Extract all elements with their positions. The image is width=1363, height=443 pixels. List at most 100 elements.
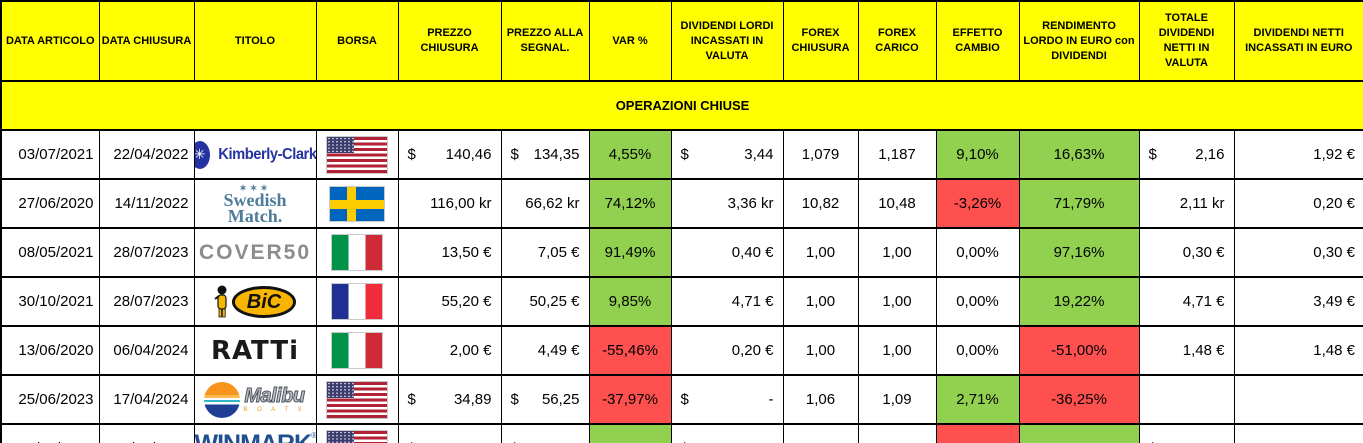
cell-dividendi-lordi[interactable]: 0,40 € [670, 227, 784, 278]
cell-forex-chiusura[interactable]: 1,06 [782, 374, 859, 425]
cell-data-chiusura[interactable]: 06/04/2024 [98, 325, 195, 376]
cell-titolo[interactable]: ✳ Kimberly-Clark [193, 129, 317, 180]
cell-rendimento[interactable]: 129,30% [1018, 423, 1140, 443]
cell-titolo[interactable]: COVER50 [193, 227, 317, 278]
cell-rendimento[interactable]: 71,79% [1018, 178, 1140, 229]
cell-data-chiusura[interactable]: 17/04/2024 [98, 374, 195, 425]
cell-prezzo-segnal[interactable]: 50,25 € [500, 276, 590, 327]
cell-forex-carico[interactable]: 10,48 [857, 178, 937, 229]
cell-forex-chiusura[interactable]: 1,079 [782, 129, 859, 180]
cell-dividendi-netti[interactable]: 3,49 € [1233, 276, 1363, 327]
cell-effetto-cambio[interactable]: 0,00% [935, 325, 1020, 376]
cell-rendimento[interactable]: -36,25% [1018, 374, 1140, 425]
cell-titolo[interactable]: Malibu B O A T S [193, 374, 317, 425]
cell-borsa[interactable] [315, 227, 399, 278]
cell-prezzo-chiusura[interactable]: 2,00 € [397, 325, 502, 376]
cell-forex-carico[interactable]: 1,00 [857, 325, 937, 376]
cell-prezzo-chiusura[interactable]: 116,00 kr [397, 178, 502, 229]
cell-dividendi-netti[interactable]: 1,48 € [1233, 325, 1363, 376]
cell-var-pct[interactable]: 74,12% [588, 178, 672, 229]
column-header-borsa[interactable]: BORSA [315, 0, 399, 82]
cell-var-pct[interactable]: 9,85% [588, 276, 672, 327]
cell-var-pct[interactable]: -55,46% [588, 325, 672, 376]
cell-rendimento[interactable]: 16,63% [1018, 129, 1140, 180]
cell-dividendi-netti[interactable]: 0,30 € [1233, 227, 1363, 278]
cell-dividendi-netti[interactable] [1233, 374, 1363, 425]
cell-forex-carico[interactable]: 1,00 [857, 227, 937, 278]
cell-prezzo-segnal[interactable]: $134,35 [500, 129, 590, 180]
cell-dividendi-lordi[interactable]: $43,51 [670, 423, 784, 443]
cell-dividendi-netti[interactable]: 29,32 € [1233, 423, 1363, 443]
cell-forex-chiusura[interactable]: 1,17 [782, 423, 859, 443]
cell-data-articolo[interactable]: 25/06/2023 [0, 374, 100, 425]
cell-prezzo-chiusura[interactable]: $374,95 [397, 423, 502, 443]
column-header-forex-chiusura[interactable]: FOREX CHIUSURA [782, 0, 859, 82]
cell-effetto-cambio[interactable]: -3,26% [935, 178, 1020, 229]
cell-borsa[interactable] [315, 325, 399, 376]
page-title[interactable]: OPERAZIONI CHIUSE [0, 80, 1363, 131]
cell-totale-dividendi[interactable]: 4,71 € [1138, 276, 1235, 327]
cell-effetto-cambio[interactable]: 9,10% [935, 129, 1020, 180]
cell-data-chiusura[interactable]: 28/06/2025 [98, 423, 195, 443]
column-header-data-chiusura[interactable]: DATA CHIUSURA [98, 0, 195, 82]
cell-prezzo-segnal[interactable]: 66,62 kr [500, 178, 590, 229]
cell-totale-dividendi[interactable]: 1,48 € [1138, 325, 1235, 376]
column-header-prezzo-segnal[interactable]: PREZZO ALLA SEGNAL. [500, 0, 590, 82]
column-header-titolo[interactable]: TITOLO [193, 0, 317, 82]
column-header-rendimento[interactable]: RENDIMENTO LORDO IN EURO con DIVIDENDI [1018, 0, 1140, 82]
cell-rendimento[interactable]: 97,16% [1018, 227, 1140, 278]
cell-dividendi-lordi[interactable]: 0,20 € [670, 325, 784, 376]
cell-forex-chiusura[interactable]: 1,00 [782, 325, 859, 376]
cell-data-chiusura[interactable]: 22/04/2022 [98, 129, 195, 180]
cell-forex-carico[interactable]: 1,09 [857, 374, 937, 425]
cell-data-chiusura[interactable]: 28/07/2023 [98, 227, 195, 278]
cell-data-articolo[interactable]: 27/06/2020 [0, 178, 100, 229]
cell-prezzo-chiusura[interactable]: $140,46 [397, 129, 502, 180]
cell-borsa[interactable] [315, 423, 399, 443]
cell-forex-chiusura[interactable]: 1,00 [782, 276, 859, 327]
cell-data-articolo[interactable]: 03/07/2021 [0, 129, 100, 180]
cell-data-articolo[interactable]: 20/06/2020 [0, 423, 100, 443]
cell-forex-carico[interactable]: 1,00 [857, 276, 937, 327]
cell-effetto-cambio[interactable]: 0,00% [935, 276, 1020, 327]
cell-forex-chiusura[interactable]: 10,82 [782, 178, 859, 229]
cell-dividendi-lordi[interactable]: $ - [670, 374, 784, 425]
cell-forex-carico[interactable]: 1,187 [857, 129, 937, 180]
cell-data-chiusura[interactable]: 28/07/2023 [98, 276, 195, 327]
cell-data-chiusura[interactable]: 14/11/2022 [98, 178, 195, 229]
cell-totale-dividendi[interactable]: $32,20 [1138, 423, 1235, 443]
cell-prezzo-chiusura[interactable]: 13,50 € [397, 227, 502, 278]
cell-totale-dividendi[interactable] [1138, 374, 1235, 425]
cell-titolo[interactable]: RATTi [193, 325, 317, 376]
cell-forex-carico[interactable]: 1,12 [857, 423, 937, 443]
column-header-totale-dividendi[interactable]: TOTALE DIVIDENDI NETTI IN VALUTA [1138, 0, 1235, 82]
cell-dividendi-netti[interactable]: 1,92 € [1233, 129, 1363, 180]
column-header-effetto-cambio[interactable]: EFFETTO CAMBIO [935, 0, 1020, 82]
cell-data-articolo[interactable]: 08/05/2021 [0, 227, 100, 278]
cell-forex-chiusura[interactable]: 1,00 [782, 227, 859, 278]
cell-var-pct[interactable]: 120,56% [588, 423, 672, 443]
cell-titolo[interactable]: ✶✶✶ Swedish Match. [193, 178, 317, 229]
cell-prezzo-segnal[interactable]: 4,49 € [500, 325, 590, 376]
cell-totale-dividendi[interactable]: $2,16 [1138, 129, 1235, 180]
cell-titolo[interactable]: BiC [193, 276, 317, 327]
cell-borsa[interactable] [315, 276, 399, 327]
column-header-dividendi-netti[interactable]: DIVIDENDI NETTI INCASSATI IN EURO [1233, 0, 1363, 82]
cell-dividendi-lordi[interactable]: 4,71 € [670, 276, 784, 327]
cell-borsa[interactable] [315, 129, 399, 180]
cell-prezzo-segnal[interactable]: 7,05 € [500, 227, 590, 278]
column-header-prezzo-chiusura[interactable]: PREZZO CHIUSURA [397, 0, 502, 82]
cell-titolo[interactable]: WINMARK® CREATE-SUPPORT-FINANCE BUSINESS [193, 423, 317, 443]
column-header-var-pct[interactable]: VAR % [588, 0, 672, 82]
column-header-forex-carico[interactable]: FOREX CARICO [857, 0, 937, 82]
cell-prezzo-chiusura[interactable]: 55,20 € [397, 276, 502, 327]
cell-dividendi-netti[interactable]: 0,20 € [1233, 178, 1363, 229]
cell-totale-dividendi[interactable]: 0,30 € [1138, 227, 1235, 278]
column-header-data-articolo[interactable]: DATA ARTICOLO [0, 0, 100, 82]
cell-data-articolo[interactable]: 30/10/2021 [0, 276, 100, 327]
cell-prezzo-segnal[interactable]: $56,25 [500, 374, 590, 425]
cell-var-pct[interactable]: 4,55% [588, 129, 672, 180]
cell-effetto-cambio[interactable]: -4,85% [935, 423, 1020, 443]
cell-data-articolo[interactable]: 13/06/2020 [0, 325, 100, 376]
cell-rendimento[interactable]: -51,00% [1018, 325, 1140, 376]
